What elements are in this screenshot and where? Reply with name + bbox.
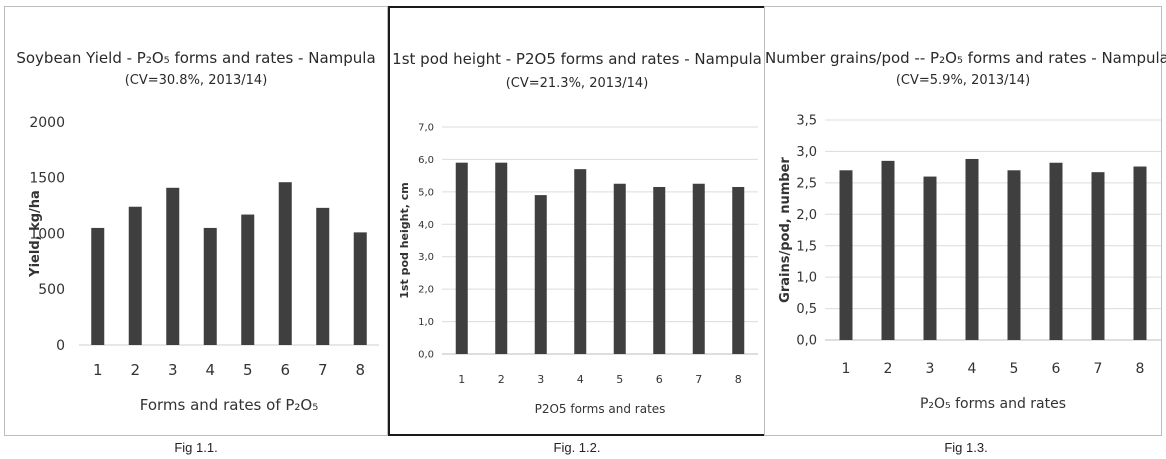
bar [1008,170,1021,340]
bar [91,228,104,345]
bar [1050,163,1063,340]
y-axis-label: 1st pod height, cm [398,182,411,298]
y-tick-label: 3,0 [418,252,434,263]
y-tick-label: 0 [56,338,65,354]
x-axis-label: P₂O₅ forms and rates [920,396,1066,412]
x-tick-label: 2 [498,373,505,386]
x-tick-label: 7 [318,361,328,379]
bar [693,184,705,354]
bar [882,161,895,340]
y-tick-label: 500 [38,282,65,298]
bar [614,184,626,354]
bar [354,232,367,345]
bar [840,170,853,340]
bar [316,208,329,345]
x-tick-label: 8 [355,361,365,379]
bar [574,169,586,354]
y-tick-label: 1500 [29,171,65,187]
x-tick-label: 4 [205,361,215,379]
x-tick-label: 3 [168,361,178,379]
y-tick-label: 7,0 [418,123,434,134]
x-axis-label: P2O5 forms and rates [535,402,666,416]
x-tick-label: 7 [695,373,702,386]
x-tick-label: 4 [968,361,977,377]
bar [732,187,744,354]
bar [456,163,468,354]
x-tick-label: 1 [842,361,851,377]
chart-plot: 0,0 1,0 2,0 3,0 4,0 5,0 6,0 7,0 1 2 3 4 5 6 7 8 P2O5 for… [390,8,764,434]
x-tick-label: 5 [243,361,253,379]
bar [966,159,979,340]
figure-caption: Fig 1.1. [174,440,217,455]
bar [495,163,507,354]
y-tick-label: 1,0 [418,317,434,328]
y-tick-label: 1,0 [796,271,817,286]
x-tick-label: 4 [577,373,584,386]
figure-caption: Fig 1.3. [944,440,987,455]
bar [166,188,179,345]
bar [241,215,254,345]
x-tick-label: 2 [130,361,140,379]
x-axis-label: Forms and rates of P₂O₅ [140,396,319,414]
x-tick-label: 8 [1136,361,1145,377]
y-tick-label: 2,5 [796,176,817,191]
y-tick-label: 4,0 [418,220,434,231]
x-tick-label: 5 [1010,361,1019,377]
bar [924,177,937,340]
x-tick-label: 6 [280,361,290,379]
chart-panel-grains-per-pod: Number grains/pod -- P₂O₅ forms and rate… [764,6,1162,436]
y-tick-label: 0,0 [418,350,434,361]
bar [535,195,547,354]
x-tick-label: 1 [93,361,103,379]
y-tick-label: 3,5 [796,114,817,129]
y-axis-label: Yield, kg/ha [28,190,43,278]
bar [204,228,217,345]
x-tick-label: 6 [1052,361,1061,377]
x-tick-label: 8 [735,373,742,386]
x-tick-label: 1 [458,373,465,386]
chart-panel-pod-height: 1st pod height - P2O5 forms and rates - … [388,6,766,436]
y-tick-label: 6,0 [418,155,434,166]
y-tick-label: 5,0 [418,187,434,198]
x-tick-label: 3 [926,361,935,377]
bar [1134,167,1147,340]
x-tick-label: 6 [656,373,663,386]
x-tick-label: 3 [537,373,544,386]
y-tick-label: 2,0 [796,208,817,223]
y-tick-label: 2,0 [418,285,434,296]
x-tick-label: 7 [1094,361,1103,377]
chart-panel-yield: Soybean Yield - P₂O₅ forms and rates - N… [4,6,388,436]
x-tick-label: 5 [616,373,623,386]
y-tick-label: 0,0 [796,334,817,349]
y-tick-label: 1,5 [796,239,817,254]
bar [653,187,665,354]
y-tick-label: 3,0 [796,145,817,160]
x-tick-label: 2 [884,361,893,377]
bar [129,207,142,345]
chart-plot: 0,0 0,5 1,0 1,5 2,0 2,5 3,0 3,5 1 2 3 4 5 6 7 8 P₂O₅ for… [765,7,1163,437]
y-axis-label: Grains/pod, number [778,157,793,303]
bar [279,182,292,345]
bar [1092,172,1105,340]
y-tick-label: 2000 [29,115,65,131]
figure-caption: Fig. 1.2. [554,440,601,455]
y-tick-label: 0,5 [796,302,817,317]
